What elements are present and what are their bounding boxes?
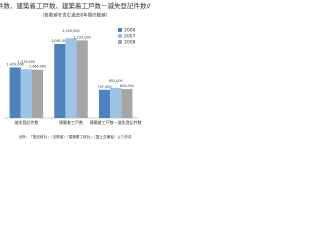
value-label: 2,193,000 xyxy=(74,35,91,39)
bar xyxy=(31,69,44,118)
value-label: 2,091,000 xyxy=(51,39,68,43)
bar xyxy=(65,38,77,119)
value-label: 797,000 xyxy=(97,85,111,89)
value-label: 1,379,000 xyxy=(18,60,35,64)
value-label: 1,366,000 xyxy=(29,65,46,69)
bar xyxy=(76,40,88,119)
value-label: 852,000 xyxy=(109,79,123,83)
legend-label: 2007 xyxy=(124,34,136,40)
legend-swatch xyxy=(118,28,122,32)
chart-title: 登記件数、建築着工戸数、建築着工戸数－滅失登記件数の推移 xyxy=(0,1,150,10)
chart: 登記件数、建築着工戸数、建築着工戸数－滅失登記件数の推移 （各数値を含む過去8年… xyxy=(0,1,150,139)
bar xyxy=(121,88,133,118)
legend-swatch xyxy=(118,34,122,38)
x-tick-label: 建築着工戸数－滅失登記件数 xyxy=(90,119,142,125)
x-tick-label: 滅失登記件数 xyxy=(14,119,38,125)
chart-subtitle: （各数値を含む過去8年間の数値） xyxy=(40,12,110,19)
bar xyxy=(54,44,66,118)
bar xyxy=(110,87,122,118)
bar xyxy=(9,67,21,118)
bar xyxy=(98,89,111,118)
bar xyxy=(20,69,32,118)
legend-label: 2006 xyxy=(124,28,136,34)
value-label: 1,429,000 xyxy=(7,62,24,66)
value-label: 820,000 xyxy=(120,84,134,88)
legend-swatch xyxy=(118,40,122,44)
legend-label: 2008 xyxy=(124,40,136,46)
source-note: 出所：「登記統計」（法務省）「建築着工統計」（国土交通省）より作成 xyxy=(18,134,132,139)
x-tick-label: 建築着工戸数 xyxy=(59,119,83,125)
value-label: 2,255,000 xyxy=(62,29,79,33)
